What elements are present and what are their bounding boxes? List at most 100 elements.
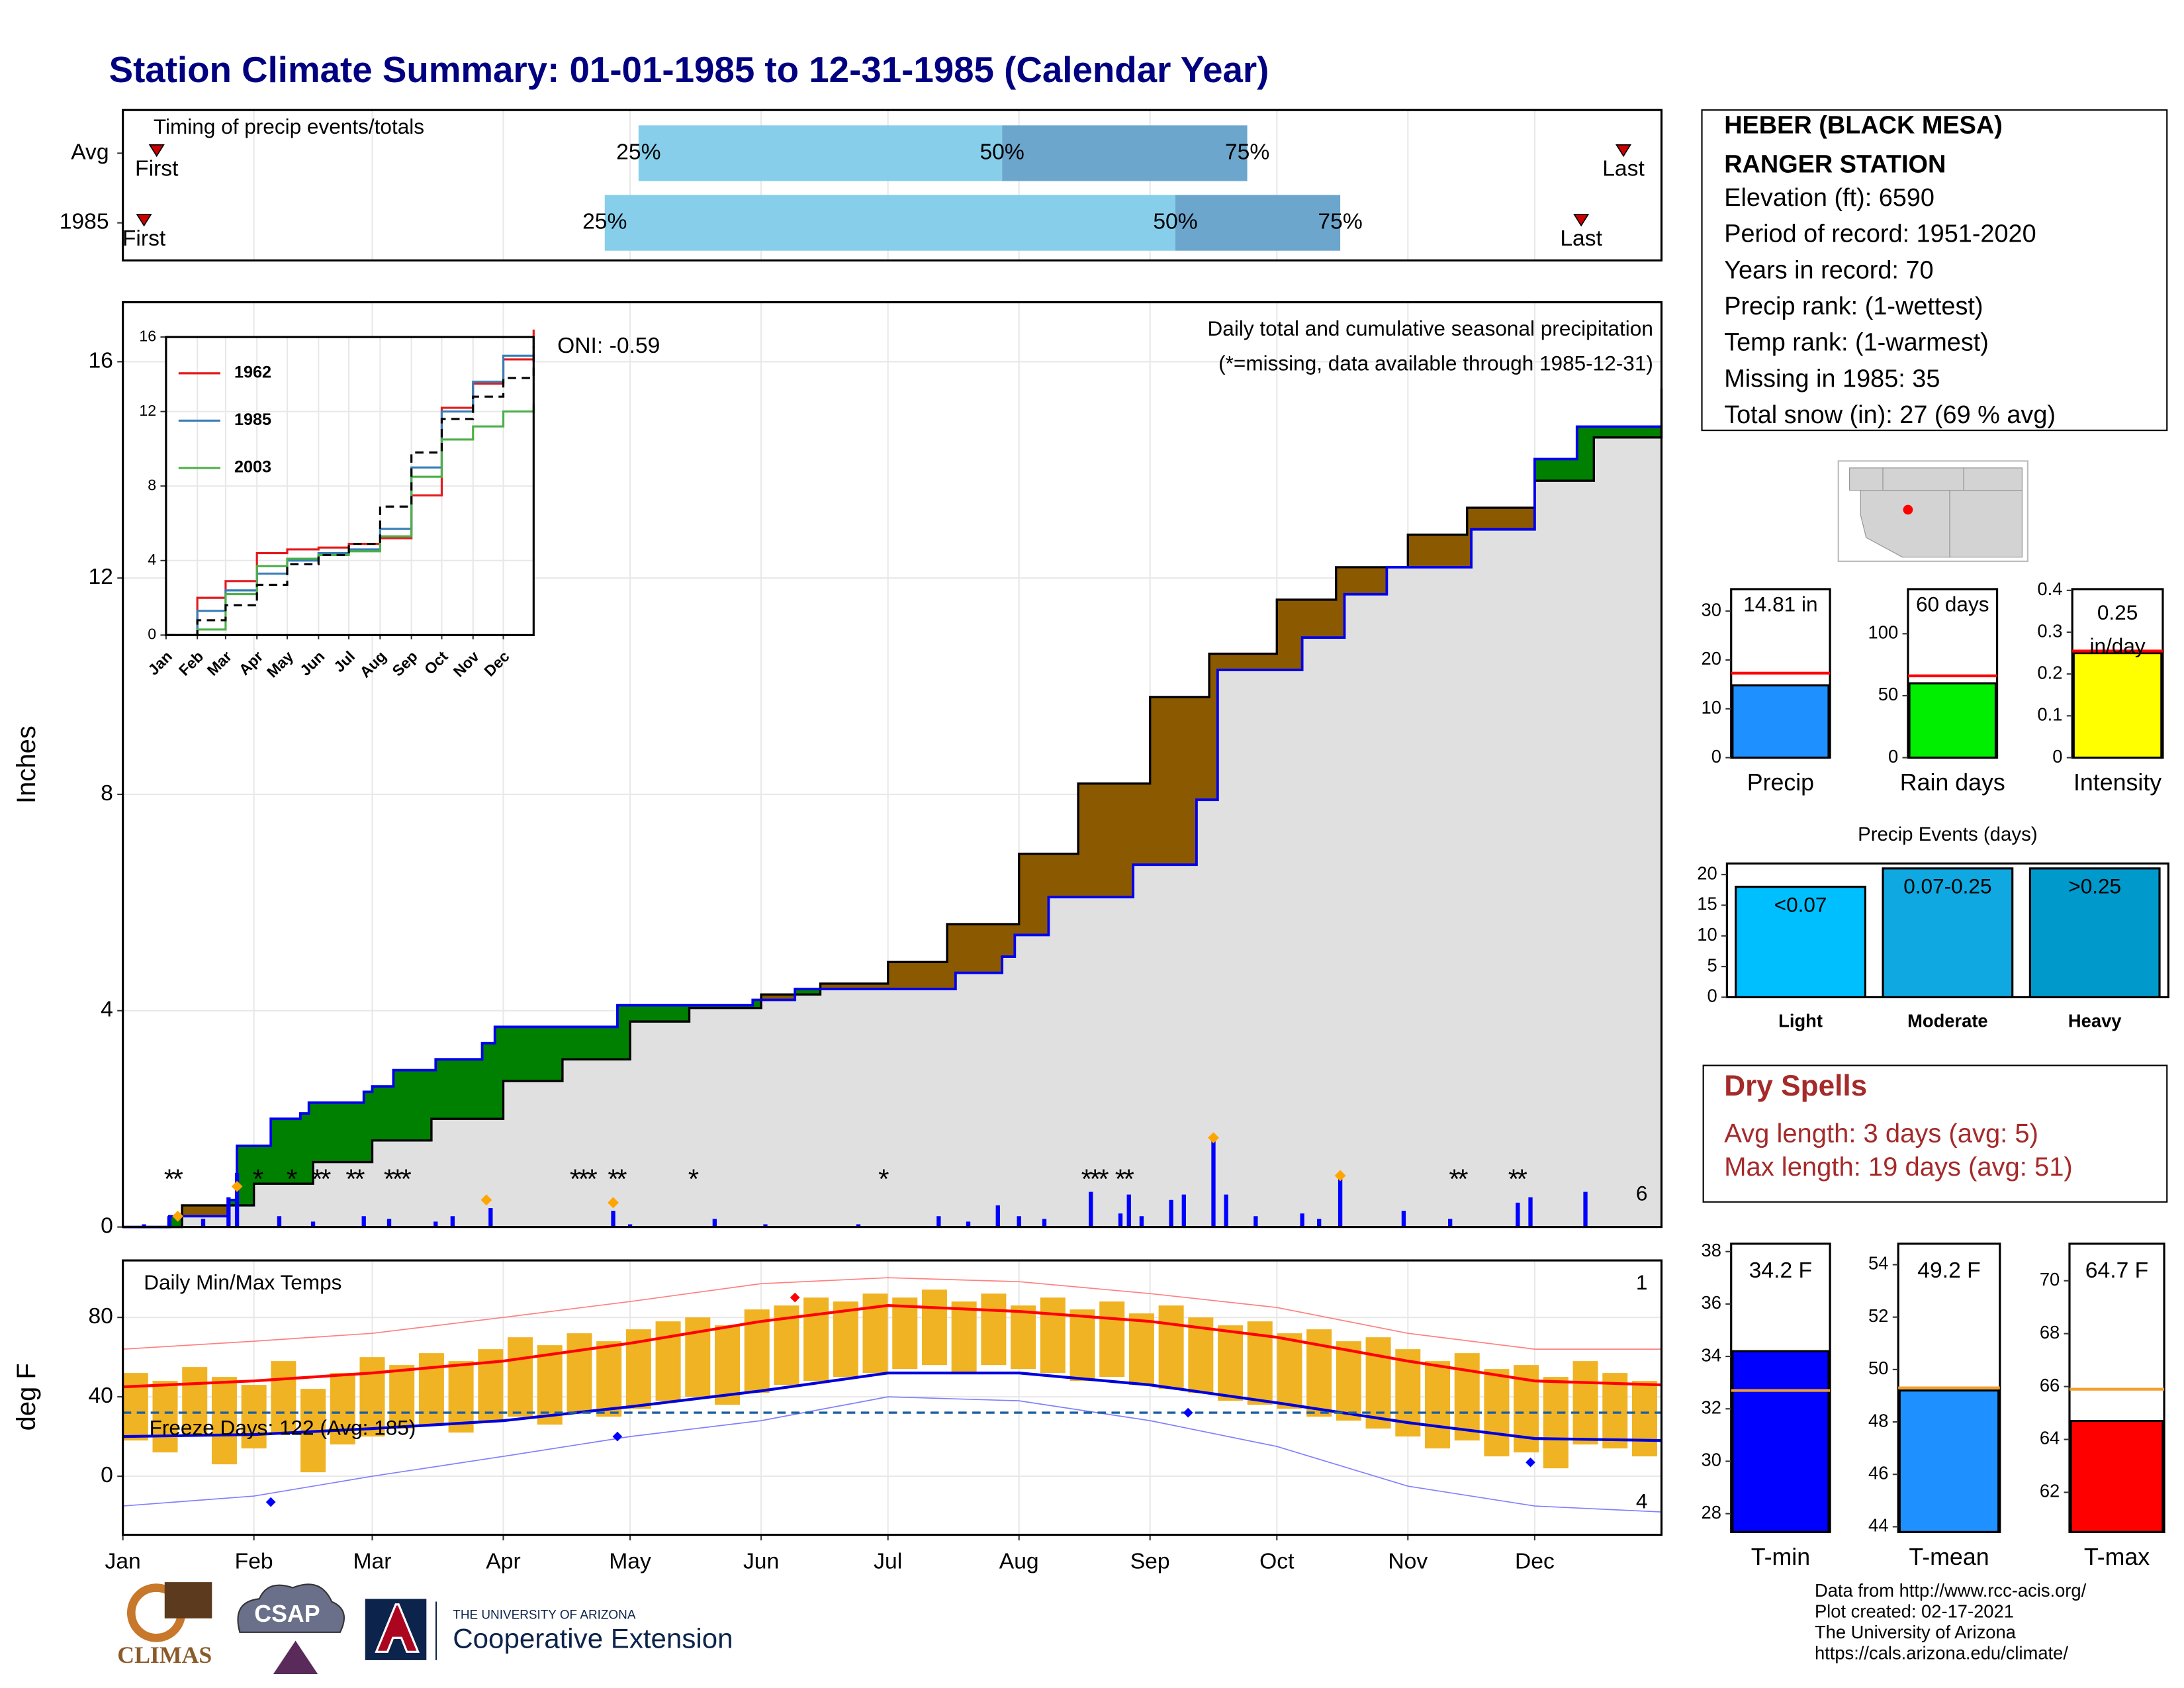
y-tick-label: 62 bbox=[2040, 1481, 2060, 1501]
station-line: Precip rank: (1-wettest) bbox=[1724, 293, 1983, 320]
missing-marker: * bbox=[1115, 1164, 1126, 1195]
temp-range-bar bbox=[1069, 1309, 1095, 1382]
quartile-label: 50% bbox=[1153, 210, 1197, 234]
temp-range-bar bbox=[1158, 1305, 1184, 1389]
y-tick-label: 0 bbox=[101, 1463, 113, 1487]
temp-range-bar bbox=[1543, 1377, 1569, 1469]
bar-label: 0.07-0.25 bbox=[1903, 874, 1991, 898]
y-tick-label: 4 bbox=[101, 998, 113, 1022]
daily-precip-bar bbox=[763, 1224, 768, 1227]
y-tick-label: 0.3 bbox=[2037, 620, 2062, 641]
missing-marker: * bbox=[312, 1164, 322, 1195]
daily-precip-bar bbox=[1253, 1216, 1258, 1227]
station-line: Total snow (in): 27 (69 % avg) bbox=[1724, 401, 2056, 429]
category-label: Heavy bbox=[2068, 1011, 2122, 1031]
category-label: Light bbox=[1778, 1011, 1823, 1031]
temp-range-bar bbox=[1011, 1305, 1036, 1370]
missing-marker: * bbox=[253, 1164, 263, 1195]
daily-precip-bar bbox=[450, 1216, 455, 1227]
y-tick-label: 0.4 bbox=[2037, 579, 2062, 599]
temp-range-bar bbox=[1572, 1361, 1598, 1445]
daily-precip-bar bbox=[1089, 1192, 1093, 1227]
value-label: 49.2 F bbox=[1917, 1258, 1980, 1283]
temp-line bbox=[122, 1277, 1662, 1350]
temp-range-bar bbox=[448, 1361, 474, 1433]
y-tick-label: 36 bbox=[1702, 1292, 1721, 1313]
panel-title: Daily total and cumulative seasonal prec… bbox=[1208, 316, 1653, 340]
x-tick-label: Sep bbox=[1130, 1550, 1170, 1574]
legend-label: 2003 bbox=[234, 458, 271, 477]
plot-frame bbox=[122, 109, 1663, 262]
quartile-bar bbox=[1175, 195, 1341, 251]
footer-line: Data from http://www.rcc-acis.org/ bbox=[1815, 1580, 2087, 1601]
plot-frame bbox=[165, 336, 535, 636]
ua-unit: Cooperative Extension bbox=[453, 1623, 733, 1654]
quartile-label: 50% bbox=[979, 140, 1024, 164]
y-tick-label: 12 bbox=[139, 402, 156, 419]
csap-logo: CSAP bbox=[254, 1601, 320, 1627]
event-marker bbox=[1573, 214, 1590, 227]
page-title: Station Climate Summary: 01-01-1985 to 1… bbox=[109, 49, 1269, 90]
missing-marker: * bbox=[384, 1164, 394, 1195]
event-marker bbox=[148, 144, 165, 158]
station-line: Years in record: 70 bbox=[1724, 256, 1933, 284]
csap-cloud bbox=[237, 1583, 345, 1633]
temp-range-bar bbox=[122, 1373, 148, 1441]
quartile-label: 25% bbox=[582, 210, 627, 234]
temp-range-bar bbox=[803, 1297, 829, 1382]
y-tick-label: 12 bbox=[88, 565, 113, 589]
y-tick-label: 0 bbox=[1707, 986, 1717, 1006]
bar bbox=[2072, 652, 2163, 759]
y-tick-label: 100 bbox=[1868, 622, 1899, 643]
csap-mountain bbox=[273, 1640, 318, 1674]
temp-range-bar bbox=[418, 1353, 444, 1425]
y-tick-label: 52 bbox=[1868, 1305, 1888, 1326]
value-label: 34.2 F bbox=[1749, 1258, 1812, 1283]
record-marker bbox=[1183, 1407, 1193, 1418]
missing-marker: * bbox=[570, 1164, 580, 1195]
map-state bbox=[1963, 467, 2023, 491]
missing-marker: * bbox=[578, 1164, 589, 1195]
temp-range-bar bbox=[389, 1365, 415, 1429]
missing-marker: * bbox=[1124, 1164, 1134, 1195]
y-axis-label: Inches bbox=[12, 726, 41, 804]
x-tick-label: Apr bbox=[486, 1550, 520, 1574]
event-marker bbox=[136, 214, 152, 227]
x-tick-label: Aug bbox=[999, 1550, 1039, 1574]
value-label: 64.7 F bbox=[2085, 1258, 2148, 1283]
y-tick-label: 8 bbox=[148, 476, 156, 493]
temp-range-bar bbox=[1040, 1297, 1066, 1374]
daily-precip-bar bbox=[1169, 1199, 1173, 1227]
daily-precip-bar bbox=[226, 1197, 231, 1227]
missing-marker: * bbox=[878, 1164, 889, 1195]
y-tick-label: 64 bbox=[2040, 1428, 2060, 1448]
station-box bbox=[1701, 109, 2168, 432]
footer-line: https://cals.arizona.edu/climate/ bbox=[1815, 1643, 2068, 1664]
y-tick-label: 44 bbox=[1868, 1515, 1888, 1536]
missing-marker: * bbox=[1081, 1164, 1092, 1195]
bar bbox=[1882, 867, 2014, 999]
legend-label: 1962 bbox=[234, 363, 271, 382]
missing-marker: * bbox=[1449, 1164, 1459, 1195]
y-tick-label: 50 bbox=[1878, 684, 1898, 704]
series-line bbox=[165, 346, 535, 636]
quartile-bar bbox=[638, 125, 1003, 181]
daily-precip-bar bbox=[1139, 1216, 1144, 1227]
event-label: Last bbox=[1602, 157, 1645, 181]
temp-line bbox=[122, 1396, 1662, 1513]
category-label: Rain days bbox=[1900, 769, 2005, 796]
y-tick-label: 4 bbox=[148, 551, 156, 568]
daily-precip-bar bbox=[1181, 1194, 1186, 1227]
category-label: T-max bbox=[2084, 1544, 2150, 1570]
record-low-count: 4 bbox=[1636, 1489, 1648, 1513]
quartile-label: 75% bbox=[1225, 140, 1269, 164]
y-tick-label: 0 bbox=[148, 626, 156, 643]
x-tick-label: Feb bbox=[235, 1550, 273, 1574]
category-label: T-min bbox=[1751, 1544, 1810, 1570]
panel-title: Precip Events (days) bbox=[1858, 823, 2038, 845]
temp-range-bar bbox=[1425, 1361, 1451, 1449]
temp-range-bar bbox=[241, 1385, 267, 1449]
station-location bbox=[1903, 504, 1913, 515]
missing-marker: * bbox=[1517, 1164, 1527, 1195]
